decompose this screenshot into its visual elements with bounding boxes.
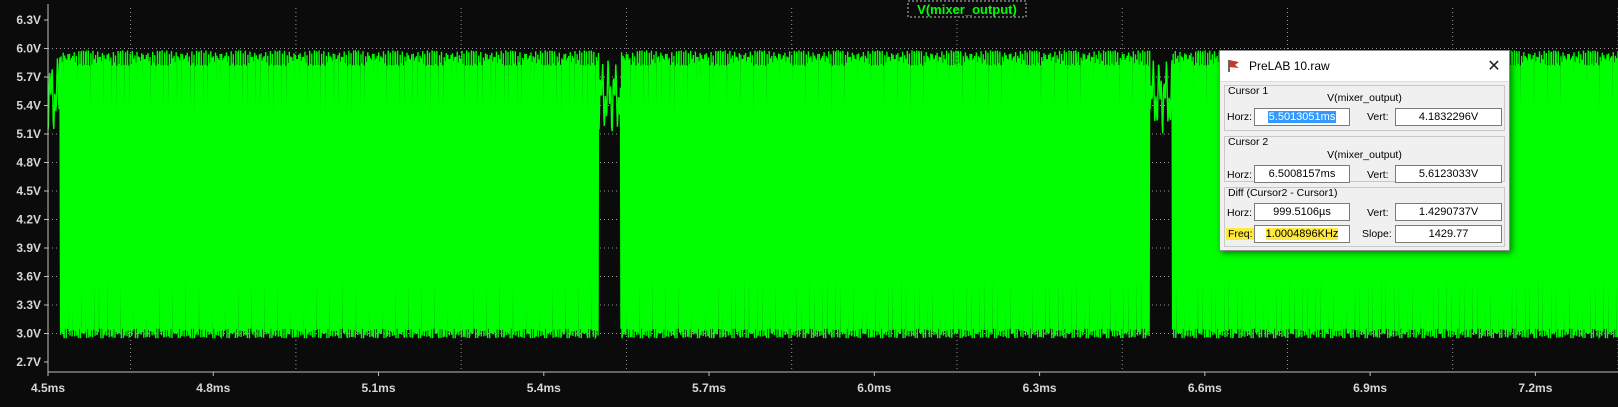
y-tick-label: 3.6V (16, 270, 41, 284)
diff-slope-label: Slope: (1362, 228, 1392, 240)
cursor1-horz-value: 5.5013051ms (1267, 111, 1337, 123)
y-tick-label: 6.0V (16, 42, 41, 56)
x-tick-label: 5.1ms (362, 381, 396, 395)
cursor-dialog[interactable]: PreLAB 10.raw ✕ Cursor 1 V(mixer_output)… (1219, 50, 1510, 251)
x-tick-label: 6.0ms (857, 381, 891, 395)
cursor2-vert-label: Vert: (1367, 169, 1389, 181)
x-tick-label: 4.8ms (196, 381, 230, 395)
y-tick-label: 3.0V (16, 327, 41, 341)
diff-vert-label: Vert: (1367, 207, 1389, 219)
flag-icon (1228, 60, 1239, 72)
y-tick-label: 3.9V (16, 241, 41, 255)
trace-label[interactable]: V(mixer_output) (907, 0, 1027, 18)
cursor2-group: Cursor 2 V(mixer_output) Horz: 6.5008157… (1224, 136, 1505, 183)
diff-title: Diff (Cursor2 - Cursor1) (1228, 187, 1338, 199)
x-tick-label: 6.9ms (1353, 381, 1387, 395)
y-tick-label: 3.3V (16, 298, 41, 312)
y-tick-label: 4.8V (16, 156, 41, 170)
dialog-titlebar[interactable]: PreLAB 10.raw ✕ (1220, 51, 1509, 82)
x-tick-label: 4.5ms (31, 381, 65, 395)
x-tick-label: 6.6ms (1188, 381, 1222, 395)
cursor1-group: Cursor 1 V(mixer_output) Horz: 5.5013051… (1224, 85, 1505, 131)
diff-group: Diff (Cursor2 - Cursor1) Horz: 999.5106µ… (1224, 187, 1505, 247)
cursor2-trace: V(mixer_output) (1327, 149, 1402, 161)
cursor1-title: Cursor 1 (1228, 85, 1269, 97)
y-tick-label: 5.1V (16, 127, 41, 141)
diff-freq-value: 1.0004896KHz (1265, 228, 1339, 240)
cursor2-title: Cursor 2 (1228, 136, 1269, 148)
cursor1-vert-field[interactable]: 4.1832296V (1395, 108, 1502, 126)
x-tick-label: 7.2ms (1518, 381, 1552, 395)
x-tick-label: 5.4ms (527, 381, 561, 395)
cursor1-horz-field[interactable]: 5.5013051ms (1254, 108, 1350, 126)
diff-horz-label: Horz: (1227, 207, 1253, 219)
cursor1-horz-label: Horz: (1227, 111, 1253, 123)
y-tick-label: 5.4V (16, 99, 41, 113)
diff-vert-field[interactable]: 1.4290737V (1395, 203, 1502, 221)
cursor2-horz-field[interactable]: 6.5008157ms (1254, 165, 1350, 183)
y-tick-label: 5.7V (16, 70, 41, 84)
y-tick-label: 2.7V (16, 355, 41, 369)
close-icon[interactable]: ✕ (1487, 58, 1501, 75)
x-tick-label: 6.3ms (1023, 381, 1057, 395)
cursor1-trace: V(mixer_output) (1327, 92, 1402, 104)
x-tick-label: 5.7ms (692, 381, 726, 395)
cursor1-vert-label: Vert: (1367, 111, 1389, 123)
diff-freq-field[interactable]: 1.0004896KHz (1254, 225, 1350, 243)
diff-freq-label: Freq: (1226, 228, 1255, 240)
dialog-title: PreLAB 10.raw (1249, 59, 1330, 73)
cursor2-vert-field[interactable]: 5.6123033V (1395, 165, 1502, 183)
cursor2-horz-label: Horz: (1227, 169, 1253, 181)
y-tick-label: 4.2V (16, 213, 41, 227)
y-tick-label: 4.5V (16, 184, 41, 198)
trace-label-text: V(mixer_output) (917, 2, 1017, 17)
diff-horz-field[interactable]: 999.5106µs (1254, 203, 1350, 221)
diff-slope-field[interactable]: 1429.77 (1395, 225, 1502, 243)
y-tick-label: 6.3V (16, 13, 41, 27)
